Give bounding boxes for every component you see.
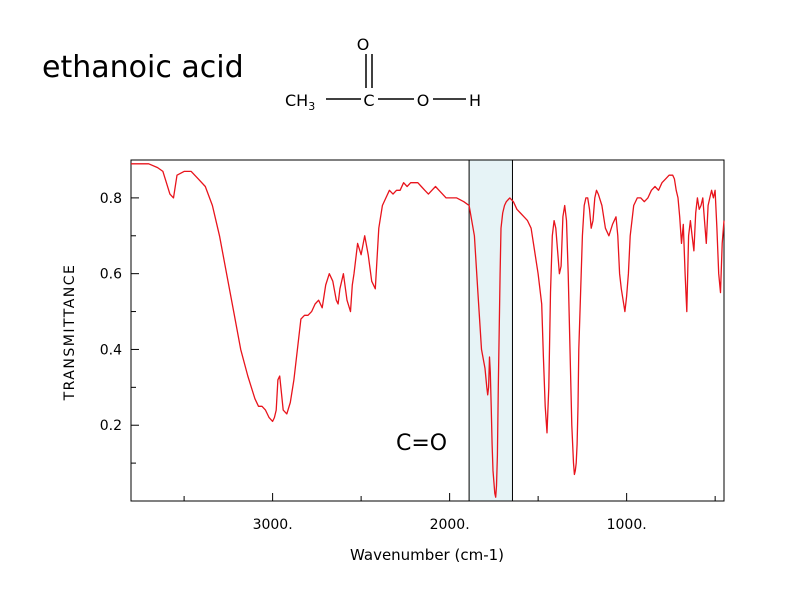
spectrum-line bbox=[131, 163, 725, 498]
structure-methyl: CH3 bbox=[285, 91, 315, 113]
structure-methyl-subscript: 3 bbox=[308, 100, 315, 113]
ethanoic-acid-structure: O CH3 C O H bbox=[285, 35, 481, 113]
carbonyl-highlight-region bbox=[468, 159, 513, 502]
y-tick-label: 0.2 bbox=[100, 418, 122, 434]
x-tick-label: 2000. bbox=[430, 517, 470, 533]
y-axis-label: TRANSMITTANCE bbox=[62, 264, 78, 402]
carbonyl-label: C=O bbox=[396, 431, 447, 456]
page-title: ethanoic acid bbox=[42, 50, 244, 85]
y-tick-label: 0.6 bbox=[100, 267, 122, 283]
structure-oxygen: O bbox=[417, 91, 430, 110]
y-tick-label: 0.8 bbox=[100, 191, 122, 207]
x-tick-label: 3000. bbox=[253, 517, 293, 533]
structure-methyl-ch: CH bbox=[285, 91, 308, 110]
plot-frame bbox=[130, 159, 725, 502]
structure-oxygen-top: O bbox=[357, 35, 370, 54]
structure-hydrogen: H bbox=[469, 91, 481, 110]
y-tick-label: 0.4 bbox=[100, 342, 122, 358]
x-axis-label: Wavenumber (cm-1) bbox=[350, 546, 504, 564]
structure-carbon: C bbox=[363, 91, 374, 110]
x-tick-label: 1000. bbox=[607, 517, 647, 533]
